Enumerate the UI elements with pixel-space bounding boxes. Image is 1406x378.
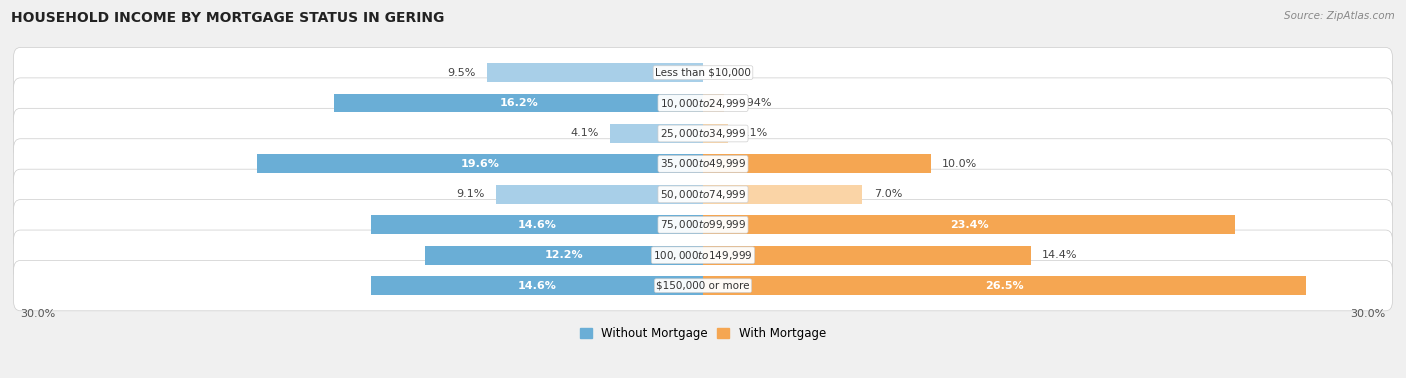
FancyBboxPatch shape: [14, 260, 1392, 311]
Bar: [486, 63, 703, 82]
Text: 30.0%: 30.0%: [1350, 309, 1385, 319]
Text: Source: ZipAtlas.com: Source: ZipAtlas.com: [1284, 11, 1395, 21]
Bar: [371, 276, 703, 295]
Bar: [703, 246, 1031, 265]
Bar: [703, 155, 931, 174]
Text: 0.0%: 0.0%: [714, 68, 742, 77]
FancyBboxPatch shape: [14, 48, 1392, 98]
Text: 4.1%: 4.1%: [569, 129, 599, 138]
Text: 14.6%: 14.6%: [517, 280, 557, 291]
Text: 1.1%: 1.1%: [740, 129, 768, 138]
Bar: [703, 185, 862, 204]
Legend: Without Mortgage, With Mortgage: Without Mortgage, With Mortgage: [575, 322, 831, 345]
FancyBboxPatch shape: [14, 108, 1392, 159]
Text: 19.6%: 19.6%: [461, 159, 499, 169]
Bar: [257, 155, 703, 174]
Text: $100,000 to $149,999: $100,000 to $149,999: [654, 249, 752, 262]
Bar: [703, 276, 1306, 295]
Bar: [703, 124, 728, 143]
Bar: [703, 94, 724, 113]
Text: 9.1%: 9.1%: [456, 189, 485, 199]
Text: 23.4%: 23.4%: [950, 220, 988, 230]
FancyBboxPatch shape: [14, 169, 1392, 220]
Bar: [496, 185, 703, 204]
Text: 14.6%: 14.6%: [517, 220, 557, 230]
FancyBboxPatch shape: [14, 200, 1392, 250]
Text: 9.5%: 9.5%: [447, 68, 475, 77]
Bar: [335, 94, 703, 113]
Bar: [703, 215, 1236, 234]
Text: $10,000 to $24,999: $10,000 to $24,999: [659, 96, 747, 110]
FancyBboxPatch shape: [14, 139, 1392, 189]
Text: $35,000 to $49,999: $35,000 to $49,999: [659, 157, 747, 170]
Text: $25,000 to $34,999: $25,000 to $34,999: [659, 127, 747, 140]
Text: 12.2%: 12.2%: [546, 250, 583, 260]
Bar: [426, 246, 703, 265]
Text: 0.94%: 0.94%: [735, 98, 772, 108]
FancyBboxPatch shape: [14, 230, 1392, 280]
Text: 14.4%: 14.4%: [1042, 250, 1077, 260]
Text: $50,000 to $74,999: $50,000 to $74,999: [659, 188, 747, 201]
Text: Less than $10,000: Less than $10,000: [655, 68, 751, 77]
Text: 30.0%: 30.0%: [21, 309, 56, 319]
Text: 10.0%: 10.0%: [942, 159, 977, 169]
Bar: [371, 215, 703, 234]
FancyBboxPatch shape: [14, 78, 1392, 128]
Text: 16.2%: 16.2%: [499, 98, 538, 108]
Text: HOUSEHOLD INCOME BY MORTGAGE STATUS IN GERING: HOUSEHOLD INCOME BY MORTGAGE STATUS IN G…: [11, 11, 444, 25]
Text: 7.0%: 7.0%: [873, 189, 903, 199]
Bar: [610, 124, 703, 143]
Text: $75,000 to $99,999: $75,000 to $99,999: [659, 218, 747, 231]
Text: $150,000 or more: $150,000 or more: [657, 280, 749, 291]
Text: 26.5%: 26.5%: [986, 280, 1024, 291]
